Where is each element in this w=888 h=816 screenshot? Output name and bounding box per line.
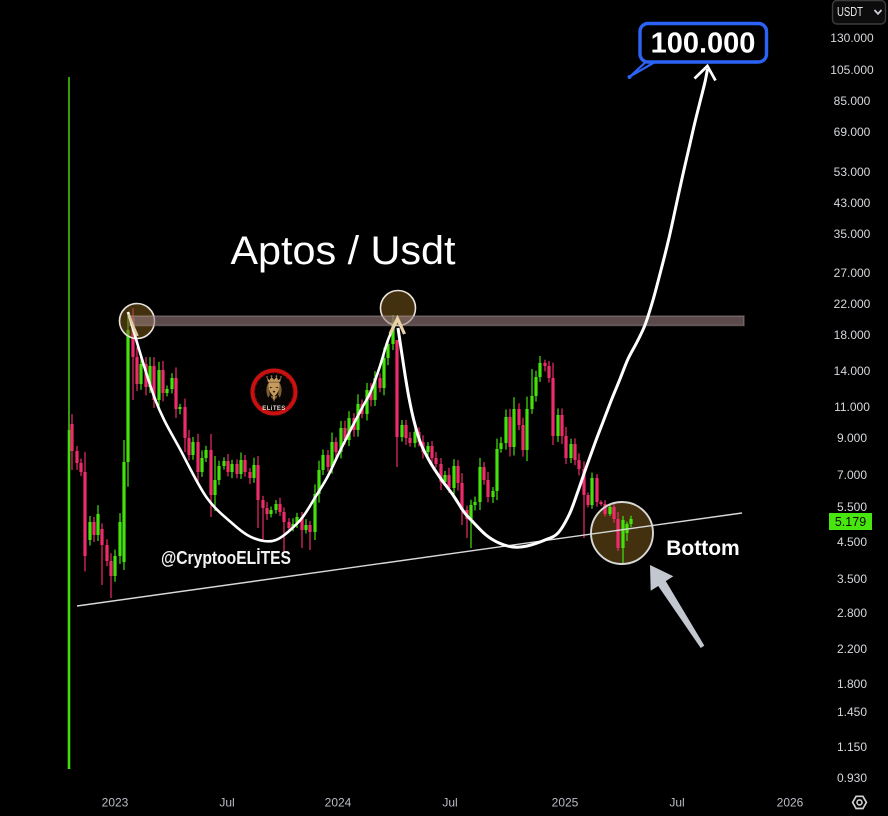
svg-text:2026: 2026 <box>777 796 804 810</box>
svg-text:7.000: 7.000 <box>837 468 867 482</box>
svg-text:1.800: 1.800 <box>837 677 867 691</box>
svg-text:2023: 2023 <box>102 796 129 810</box>
svg-text:2025: 2025 <box>552 796 579 810</box>
svg-text:Bottom: Bottom <box>666 537 739 560</box>
svg-text:2024: 2024 <box>325 796 352 810</box>
svg-text:9.000: 9.000 <box>837 431 867 445</box>
svg-text:11.000: 11.000 <box>834 400 870 414</box>
svg-text:1.450: 1.450 <box>837 705 867 719</box>
svg-text:85.000: 85.000 <box>834 94 871 108</box>
svg-text:43.000: 43.000 <box>834 196 871 210</box>
svg-text:1.150: 1.150 <box>837 740 867 754</box>
svg-text:105.000: 105.000 <box>830 63 874 77</box>
svg-text:18.000: 18.000 <box>834 328 871 342</box>
svg-text:130.000: 130.000 <box>830 31 874 45</box>
svg-text:100.000: 100.000 <box>651 28 756 60</box>
svg-text:@CryptooELİTES: @CryptooELİTES <box>161 547 291 568</box>
svg-text:53.000: 53.000 <box>834 165 871 179</box>
svg-text:35.000: 35.000 <box>834 227 871 241</box>
svg-text:ELiTES: ELiTES <box>262 406 285 412</box>
svg-text:14.000: 14.000 <box>834 364 871 378</box>
svg-text:Jul: Jul <box>442 796 457 810</box>
svg-text:4.500: 4.500 <box>837 535 867 549</box>
svg-text:5.179: 5.179 <box>835 515 866 529</box>
svg-text:Jul: Jul <box>219 796 234 810</box>
svg-text:22.000: 22.000 <box>834 297 871 311</box>
svg-text:2.200: 2.200 <box>837 642 867 656</box>
svg-text:69.000: 69.000 <box>834 125 871 139</box>
svg-text:Aptos / Usdt: Aptos / Usdt <box>231 229 456 273</box>
svg-text:27.000: 27.000 <box>834 266 871 280</box>
svg-text:Jul: Jul <box>669 796 684 810</box>
svg-text:5.500: 5.500 <box>837 500 867 514</box>
svg-text:USDT: USDT <box>837 5 863 19</box>
svg-text:2.800: 2.800 <box>837 606 867 620</box>
svg-text:3.500: 3.500 <box>837 572 867 586</box>
svg-text:0.930: 0.930 <box>837 771 867 785</box>
